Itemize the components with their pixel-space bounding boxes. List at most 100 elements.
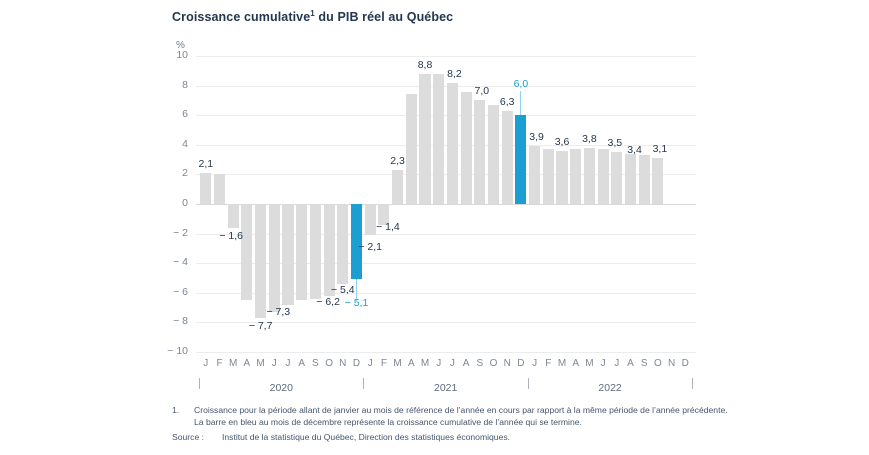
y-tick-label: 6: [182, 108, 188, 121]
month-tick-label: J: [600, 358, 606, 369]
bar[interactable]: [392, 169, 404, 204]
year-label: 2021: [434, 382, 458, 394]
month-tick-label: A: [462, 358, 470, 369]
bar[interactable]: [638, 155, 650, 204]
bar-value-label: 3,1: [652, 143, 668, 156]
bar[interactable]: [611, 152, 623, 204]
bar-value-label: − 2,1: [358, 241, 383, 254]
bar[interactable]: [268, 204, 280, 313]
month-tick-label: O: [489, 358, 498, 369]
month-tick-label: F: [216, 358, 223, 369]
source-row: Source : Institut de la statistique du Q…: [172, 431, 772, 443]
page-title: Croissance cumulative1 du PIB réel au Qu…: [172, 9, 453, 24]
y-tick-label: 4: [182, 137, 188, 150]
bar[interactable]: [515, 115, 527, 204]
bar-value-label: 6,0: [513, 78, 529, 91]
bar[interactable]: [570, 149, 582, 204]
month-tick-label: J: [436, 358, 442, 369]
bar-value-label: 3,9: [529, 131, 544, 144]
bar[interactable]: [296, 204, 308, 301]
bar-value-label: 7,0: [474, 85, 490, 98]
bar[interactable]: [405, 94, 417, 204]
bar[interactable]: [282, 204, 294, 305]
bar[interactable]: [419, 73, 431, 204]
bar-value-label: 2,3: [390, 154, 405, 167]
bar[interactable]: [433, 73, 445, 204]
gridline-0: [196, 204, 696, 205]
title-footnote-marker: 1: [310, 9, 315, 18]
bar[interactable]: [652, 158, 664, 204]
gridline--10: [196, 352, 696, 353]
month-tick-label: O: [325, 358, 333, 369]
year-separator: [198, 378, 200, 389]
month-tick-label: A: [572, 358, 580, 369]
y-tick-label: 10: [176, 49, 188, 61]
bar[interactable]: [542, 149, 554, 204]
year-separator: [527, 378, 529, 389]
month-tick-label: J: [449, 358, 455, 369]
bar[interactable]: [323, 204, 335, 296]
bar-value-label: − 5,1: [344, 297, 369, 310]
gridline--4: [196, 263, 696, 265]
y-tick-label: − 10: [167, 345, 188, 357]
gridline--8: [196, 322, 696, 324]
bar[interactable]: [446, 82, 458, 204]
bar-value-label: − 5,4: [330, 283, 355, 296]
month-tick-label: J: [203, 358, 209, 369]
month-tick-label: J: [285, 358, 291, 369]
gridline-6: [196, 115, 696, 117]
month-tick-label: N: [503, 358, 511, 369]
bar-value-label: 6,3: [499, 95, 515, 108]
title-text: Croissance cumulative: [172, 10, 311, 25]
bar[interactable]: [487, 104, 500, 204]
bar[interactable]: [378, 204, 390, 225]
title-text-suffix: du PIB réel au Québec: [314, 10, 454, 25]
bar-value-label: − 1,6: [219, 229, 244, 242]
bar[interactable]: [597, 149, 609, 204]
gridline-2: [196, 174, 696, 176]
year-separator: [363, 378, 365, 389]
bar[interactable]: [583, 147, 595, 204]
bar[interactable]: [501, 110, 513, 204]
month-tick-label: M: [420, 358, 430, 369]
month-tick-label: D: [681, 358, 689, 369]
bar-value-label: − 7,3: [266, 306, 291, 319]
bar[interactable]: [460, 91, 472, 204]
y-tick-label: − 8: [173, 315, 188, 328]
bar-value-label: 3,6: [554, 135, 570, 148]
bar[interactable]: [624, 153, 637, 204]
month-tick-label: N: [667, 358, 676, 369]
bars-layer: [196, 56, 696, 352]
label-leader-line: [520, 91, 522, 116]
month-tick-label: M: [557, 358, 567, 369]
bar[interactable]: [309, 204, 321, 299]
bar[interactable]: [213, 174, 226, 204]
month-tick-label: F: [545, 358, 552, 369]
bar[interactable]: [200, 172, 212, 204]
bar[interactable]: [364, 204, 376, 236]
bar-value-label: − 6,2: [316, 295, 340, 308]
bar[interactable]: [350, 204, 363, 280]
month-tick-label: J: [367, 358, 373, 369]
bar[interactable]: [227, 204, 239, 228]
gridline-10: [196, 56, 696, 57]
month-tick-label: J: [532, 358, 538, 369]
footnote-line-1: Croissance pour la période allant de jan…: [194, 405, 728, 415]
plot-area: 2,1 − 1,6 − 7,7− 7,3 − 6,2− 5,4− 5,1 − 2,1 − …: [196, 56, 696, 353]
year-label: 2022: [598, 382, 622, 394]
bar[interactable]: [255, 204, 267, 318]
gridline--2: [196, 233, 696, 235]
bar-value-label: − 7,7: [248, 319, 273, 332]
bar[interactable]: [474, 100, 486, 204]
bar[interactable]: [241, 204, 253, 301]
y-tick-label: 8: [182, 78, 188, 91]
month-tick-label: A: [298, 358, 306, 369]
bar-value-label: 8,8: [417, 58, 433, 71]
bar[interactable]: [337, 204, 349, 284]
bar[interactable]: [529, 146, 541, 204]
bar[interactable]: [556, 150, 568, 204]
y-tick-label: − 4: [173, 256, 188, 269]
footnote-line-2: La barre en bleu au mois de décembre rep…: [194, 417, 582, 428]
